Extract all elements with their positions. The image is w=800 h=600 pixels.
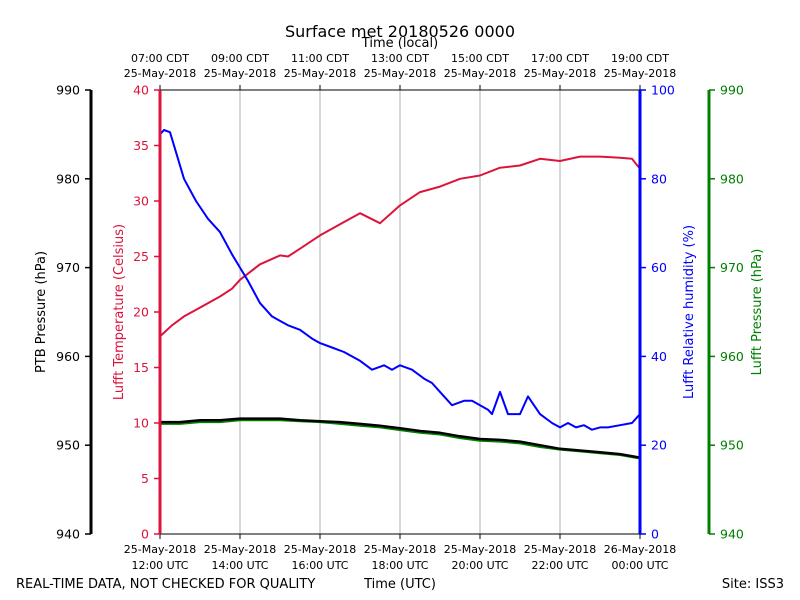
axis-ticks: 25-May-2018 12:00 UTC 25-May-2018 14:00 UTC…: [56, 52, 744, 572]
top-tick-date: 25-May-2018: [364, 67, 436, 80]
humidity-axis-label: Lufft Relative humidity (%): [682, 225, 697, 399]
ptb_pressure-tick-label: 970: [56, 260, 80, 275]
bottom-tick-date: 25-May-2018: [284, 543, 356, 556]
temperature-tick-label: 20: [133, 305, 149, 320]
lufft_pressure-tick-label: 950: [720, 438, 744, 453]
bottom-tick-date: 25-May-2018: [364, 543, 436, 556]
top-tick-time: 07:00 CDT: [131, 52, 189, 65]
lufft_pressure-tick-label: 970: [720, 260, 744, 275]
humidity-tick-label: 40: [651, 349, 667, 364]
lufft-relative-humidity-line: [159, 129, 641, 431]
site-label: Site: ISS3: [722, 577, 784, 592]
bottom-tick-time: 16:00 UTC: [291, 559, 348, 572]
humidity-tick-label: 20: [651, 438, 667, 453]
ptb-pressure-line: [160, 417, 641, 459]
top-tick-date: 25-May-2018: [204, 67, 276, 80]
lufft_pressure-tick-label: 960: [720, 349, 744, 364]
temperature-tick-label: 40: [133, 83, 149, 98]
temperature-tick-label: 10: [133, 416, 149, 431]
bottom-tick-time: 18:00 UTC: [371, 559, 428, 572]
bottom-tick-date: 25-May-2018: [124, 543, 196, 556]
bottom-tick-time: 14:00 UTC: [211, 559, 268, 572]
humidity-tick-label: 80: [651, 171, 667, 186]
bottom-tick-time: 00:00 UTC: [611, 559, 668, 572]
data-series: [159, 129, 641, 460]
ptb_pressure-tick-label: 950: [56, 438, 80, 453]
temperature-axis-label: Lufft Temperature (Celsius): [112, 224, 127, 400]
top-tick-date: 25-May-2018: [284, 67, 356, 80]
quality-warning: REAL-TIME DATA, NOT CHECKED FOR QUALITY: [16, 577, 315, 592]
lufft-pressure-axis-label: Lufft Pressure (hPa): [750, 249, 765, 376]
lufft-temperature-line: [159, 155, 641, 338]
humidity-tick-label: 60: [651, 260, 667, 275]
temperature-tick-label: 5: [141, 471, 149, 486]
top-tick-time: 17:00 CDT: [531, 52, 589, 65]
bottom-tick-time: 20:00 UTC: [451, 559, 508, 572]
top-tick-date: 25-May-2018: [524, 67, 596, 80]
top-tick-time: 11:00 CDT: [291, 52, 349, 65]
top-tick-time: 15:00 CDT: [451, 52, 509, 65]
lufft_pressure-tick-label: 940: [720, 527, 744, 542]
top-tick-date: 25-May-2018: [444, 67, 516, 80]
bottom-tick-time: 12:00 UTC: [131, 559, 188, 572]
top-tick-time: 13:00 CDT: [371, 52, 429, 65]
bottom-tick-date: 25-May-2018: [204, 543, 276, 556]
chart-title: Surface met 20180526 0000: [285, 22, 515, 41]
vertical-gridlines: [239, 90, 561, 534]
temperature-tick-label: 25: [133, 249, 149, 264]
bottom-tick-date: 25-May-2018: [524, 543, 596, 556]
bottom-tick-date: 25-May-2018: [444, 543, 516, 556]
temperature-tick-label: 0: [141, 527, 149, 542]
temperature-tick-label: 15: [133, 360, 149, 375]
ptb-pressure-axis-label: PTB Pressure (hPa): [34, 251, 49, 373]
temperature-tick-label: 35: [133, 138, 149, 153]
humidity-tick-label: 100: [651, 83, 675, 98]
lufft_pressure-tick-label: 990: [720, 83, 744, 98]
top-tick-date: 25-May-2018: [604, 67, 676, 80]
top-tick-time: 19:00 CDT: [611, 52, 669, 65]
bottom-tick-date: 26-May-2018: [604, 543, 676, 556]
bottom-tick-time: 22:00 UTC: [531, 559, 588, 572]
temperature-tick-label: 30: [133, 194, 149, 209]
x-axis-label: Time (UTC): [363, 577, 436, 592]
lufft_pressure-tick-label: 980: [720, 171, 744, 186]
top-tick-date: 25-May-2018: [124, 67, 196, 80]
ptb_pressure-tick-label: 940: [56, 527, 80, 542]
ptb_pressure-tick-label: 980: [56, 171, 80, 186]
humidity-tick-label: 0: [651, 527, 659, 542]
top-axis-label: Time (local): [361, 36, 438, 51]
ptb_pressure-tick-label: 960: [56, 349, 80, 364]
top-tick-time: 09:00 CDT: [211, 52, 269, 65]
ptb_pressure-tick-label: 990: [56, 83, 80, 98]
